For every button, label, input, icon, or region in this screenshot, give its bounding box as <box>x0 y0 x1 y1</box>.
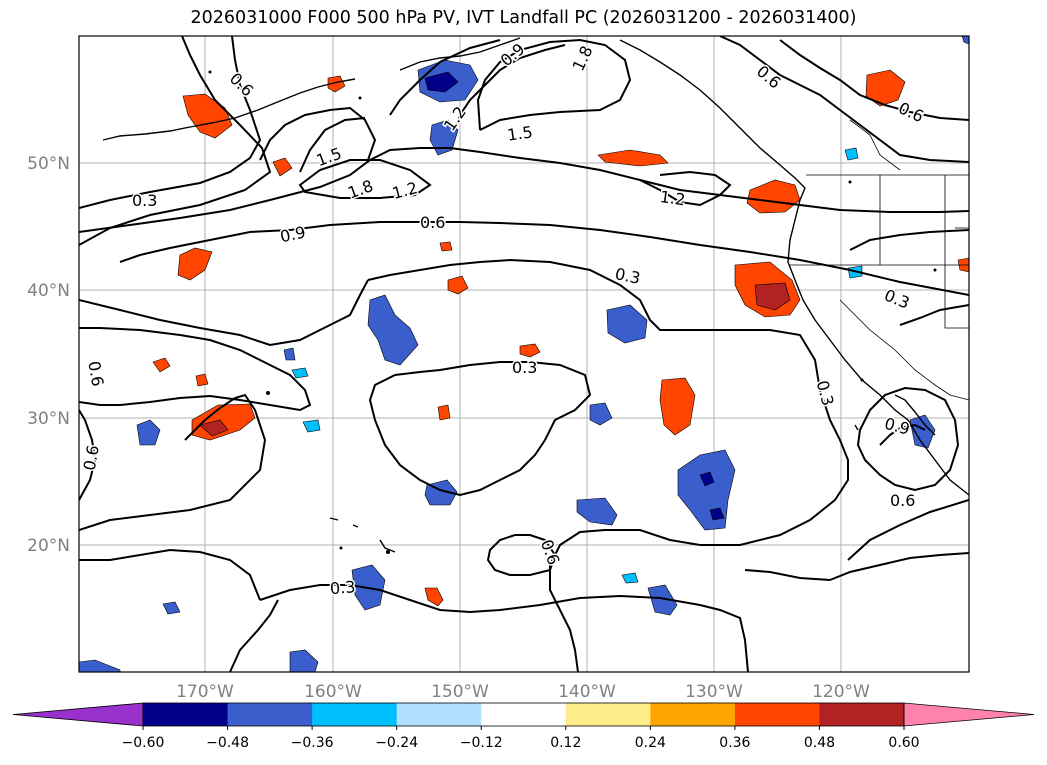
colorbar-tick-label: 0.60 <box>888 735 919 751</box>
blob-positive <box>865 69 906 107</box>
blob-negative <box>367 294 419 366</box>
blob-negative <box>844 147 859 161</box>
coastlines <box>102 37 969 553</box>
colorbar-segment <box>312 703 398 726</box>
contour-label: 1.5 <box>506 122 534 144</box>
blob-negative <box>291 367 309 379</box>
blob-positive <box>659 377 696 436</box>
contour-label: 1.2 <box>659 187 687 209</box>
colorbar-extend-low <box>12 702 144 727</box>
blob-negative <box>699 471 715 487</box>
blob-negative <box>576 497 618 526</box>
borders <box>790 119 969 401</box>
blob-negative <box>283 347 296 361</box>
lon-label-170w: 170°W <box>176 682 234 702</box>
contour-label: 0.3 <box>512 358 537 377</box>
blob-negative <box>136 419 161 446</box>
blob-negative <box>606 304 648 344</box>
colorbar-tick-label: 0.12 <box>550 735 581 751</box>
colorbar-tick-label: −0.60 <box>122 735 165 751</box>
blob-negative <box>589 402 613 426</box>
blob-positive <box>152 357 171 373</box>
blob-negative <box>709 507 725 521</box>
contour-label: 0.6 <box>890 491 915 510</box>
colorbar-tick-label: −0.36 <box>291 735 334 751</box>
blob-negative <box>909 414 936 449</box>
lon-label-140w: 140°W <box>558 682 616 702</box>
map-frame <box>78 35 970 673</box>
blob-negative <box>79 659 121 672</box>
positive-anomaly-blobs <box>152 69 969 607</box>
colorbar-tick-label: −0.48 <box>206 735 249 751</box>
pv-contours <box>79 36 969 672</box>
blob-negative <box>162 601 181 615</box>
colorbar-frame <box>142 702 905 727</box>
colorbar-segment <box>734 703 820 726</box>
blob-positive <box>327 75 346 93</box>
contour-label: 0.6 <box>420 213 445 232</box>
blob-negative <box>961 36 969 45</box>
blob-positive <box>424 587 444 607</box>
blob-negative <box>621 572 639 584</box>
blob-positive <box>439 241 453 252</box>
colorbar-segment <box>396 703 482 726</box>
blob-positive <box>195 373 209 387</box>
blob-negative <box>289 649 319 672</box>
blob-negative <box>647 584 678 616</box>
blob-positive <box>199 419 229 437</box>
island-specks <box>208 70 937 554</box>
contour-label: 0.3 <box>329 577 356 598</box>
colorbar-segment <box>650 703 736 726</box>
blob-negative <box>302 419 321 433</box>
longitude-labels: 170°W 160°W 150°W 140°W 130°W 120°W <box>176 682 870 702</box>
map-title: 2026031000 F000 500 hPa PV, IVT Landfall… <box>190 8 857 28</box>
lon-label-130w: 130°W <box>685 682 743 702</box>
contour-label: 0.6 <box>84 360 107 388</box>
contour-label: 0.9 <box>278 222 307 246</box>
colorbar-segment <box>227 703 313 726</box>
colorbar-segment <box>143 703 229 726</box>
contour-label: 0.3 <box>132 191 157 210</box>
blob-positive <box>746 179 801 214</box>
blob-positive <box>447 275 469 295</box>
blob-positive <box>519 343 541 358</box>
colorbar-tick-label: −0.12 <box>460 735 503 751</box>
colorbar-segment <box>481 703 567 726</box>
colorbar-tick-label: 0.24 <box>635 735 666 751</box>
lon-label-150w: 150°W <box>431 682 489 702</box>
blob-positive <box>177 247 213 281</box>
blob-negative <box>424 71 459 93</box>
gridlines <box>79 36 969 672</box>
lon-label-160w: 160°W <box>304 682 362 702</box>
latitude-labels: 50°N 40°N 30°N 20°N <box>27 154 70 556</box>
blob-positive <box>437 404 451 421</box>
colorbar-tick-label: −0.24 <box>375 735 418 751</box>
negative-anomaly-blobs <box>79 36 969 672</box>
colorbar-tick-label: 0.48 <box>804 735 835 751</box>
blob-positive <box>272 157 293 177</box>
colorbar: −0.60 −0.48 −0.36 −0.24 −0.12 0.12 0.24 0.36 0.4… <box>12 702 1035 751</box>
lat-label-20n: 20°N <box>27 536 70 556</box>
colorbar-extend-high <box>903 702 1035 727</box>
lat-label-30n: 30°N <box>27 409 70 429</box>
blob-positive <box>754 282 791 311</box>
blob-negative <box>429 119 459 156</box>
lon-label-120w: 120°W <box>812 682 870 702</box>
lat-label-50n: 50°N <box>27 154 70 174</box>
colorbar-tick-label: 0.36 <box>719 735 750 751</box>
map-area <box>79 36 969 672</box>
colorbar-segment <box>819 703 905 726</box>
colorbar-segment <box>565 703 651 726</box>
blob-positive <box>597 149 669 167</box>
lat-label-40n: 40°N <box>27 281 70 301</box>
